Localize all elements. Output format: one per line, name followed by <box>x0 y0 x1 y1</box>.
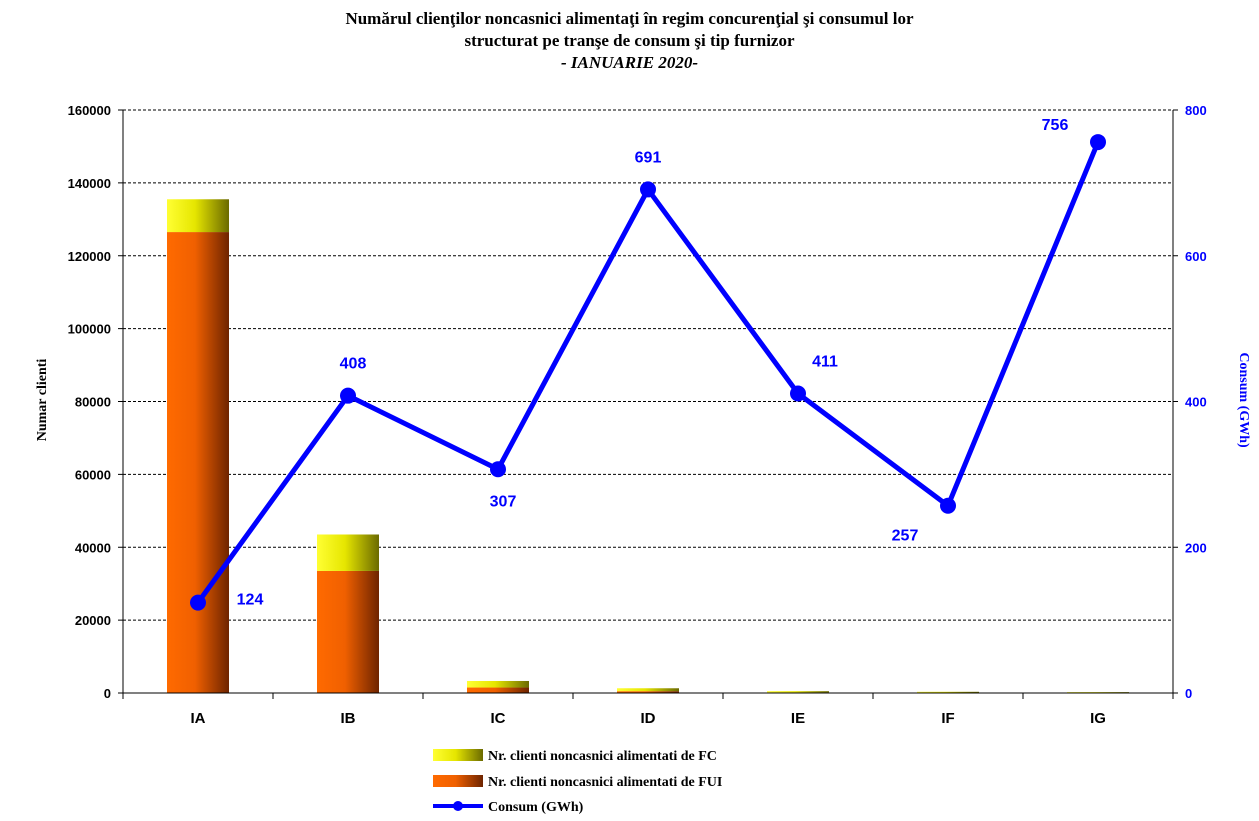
y-tick-label: 100000 <box>68 322 111 337</box>
y-axis-label: Numar clienti <box>35 359 50 442</box>
legend-label-fc: Nr. clienti noncasnici alimentati de FC <box>488 749 717 764</box>
consum-label-bg <box>884 524 926 547</box>
chart-title: Numărul clienţilor noncasnici alimentaţi… <box>0 8 1259 74</box>
y-tick-label: 0 <box>104 686 111 701</box>
consum-label: 124 <box>237 592 264 609</box>
y-tick-label: 80000 <box>75 395 111 410</box>
y2-tick-label: 200 <box>1185 540 1207 555</box>
chart-title-line1: Numărul clienţilor noncasnici alimentaţi… <box>345 9 914 28</box>
bar-fc <box>467 680 529 688</box>
bar-fui <box>617 691 679 693</box>
consum-label: 257 <box>892 528 919 545</box>
y2-tick-label: 400 <box>1185 395 1207 410</box>
data-labels: 124 408 307 691 411 257 756 <box>229 114 1076 611</box>
y2-tick-label: 600 <box>1185 249 1207 264</box>
x-tick-label: IB <box>341 710 356 727</box>
bar-fui <box>167 232 229 694</box>
legend-swatch-fc <box>433 749 483 761</box>
bars <box>167 199 1129 694</box>
consum-label: 691 <box>635 149 662 166</box>
legend: Nr. clienti noncasnici alimentati de FC … <box>433 749 722 815</box>
legend-swatch-fui <box>433 775 483 787</box>
y-tick-label: 20000 <box>75 613 111 628</box>
consum-label: 411 <box>812 353 838 370</box>
consum-point <box>940 497 956 514</box>
consum-point <box>190 594 206 611</box>
x-tick-label: IC <box>491 710 506 727</box>
consum-label-bg <box>1034 114 1076 137</box>
bar-fc <box>617 688 679 692</box>
consum-point <box>340 387 356 404</box>
bar-fc <box>767 691 829 693</box>
y2-tick-label: 0 <box>1185 686 1192 701</box>
consum-point <box>490 461 506 478</box>
x-tick-label: IE <box>791 710 805 727</box>
consum-point <box>640 181 656 198</box>
bar-fc <box>1067 692 1129 693</box>
consum-label: 307 <box>490 493 517 510</box>
consum-label: 756 <box>1042 117 1069 134</box>
bar-fc <box>167 199 229 233</box>
consum-label: 408 <box>340 356 367 373</box>
consum-label-bg <box>482 490 524 513</box>
bar-fc <box>917 691 979 693</box>
consum-label-bg <box>804 350 846 373</box>
y-tick-label: 40000 <box>75 540 111 555</box>
y2-tick-label: 800 <box>1185 103 1207 118</box>
legend-marker-consum <box>453 801 463 811</box>
chart-title-line3: - IANUARIE 2020- <box>561 53 698 72</box>
y-tick-label: 60000 <box>75 467 111 482</box>
bar-fc <box>317 534 379 571</box>
bar-fui <box>467 687 529 693</box>
consum-label-bg <box>229 588 271 611</box>
legend-label-fui: Nr. clienti noncasnici alimentati de FUI <box>488 775 722 790</box>
y-tick-label: 140000 <box>68 176 111 191</box>
consum-label-bg <box>332 352 374 375</box>
consum-label-bg <box>627 146 669 169</box>
consum-point <box>1090 134 1106 151</box>
consum-point <box>790 385 806 402</box>
chart-title-line2: structurat pe tranşe de consum şi tip fu… <box>464 31 795 50</box>
y2-axis-label: Consum (GWh) <box>1236 352 1251 448</box>
x-tick-label: IA <box>191 710 206 727</box>
consum-line <box>190 134 1106 611</box>
legend-label-consum: Consum (GWh) <box>488 800 584 815</box>
bar-fui <box>317 570 379 693</box>
x-tick-label: IG <box>1090 710 1106 727</box>
gridlines <box>123 109 1173 621</box>
axes: 0 20000 40000 60000 80000 100000 120000 140000 1… <box>68 103 1207 727</box>
y-tick-label: 160000 <box>68 103 111 118</box>
x-tick-label: IF <box>941 710 954 727</box>
y-tick-label: 120000 <box>68 249 111 264</box>
x-tick-label: ID <box>641 710 656 727</box>
